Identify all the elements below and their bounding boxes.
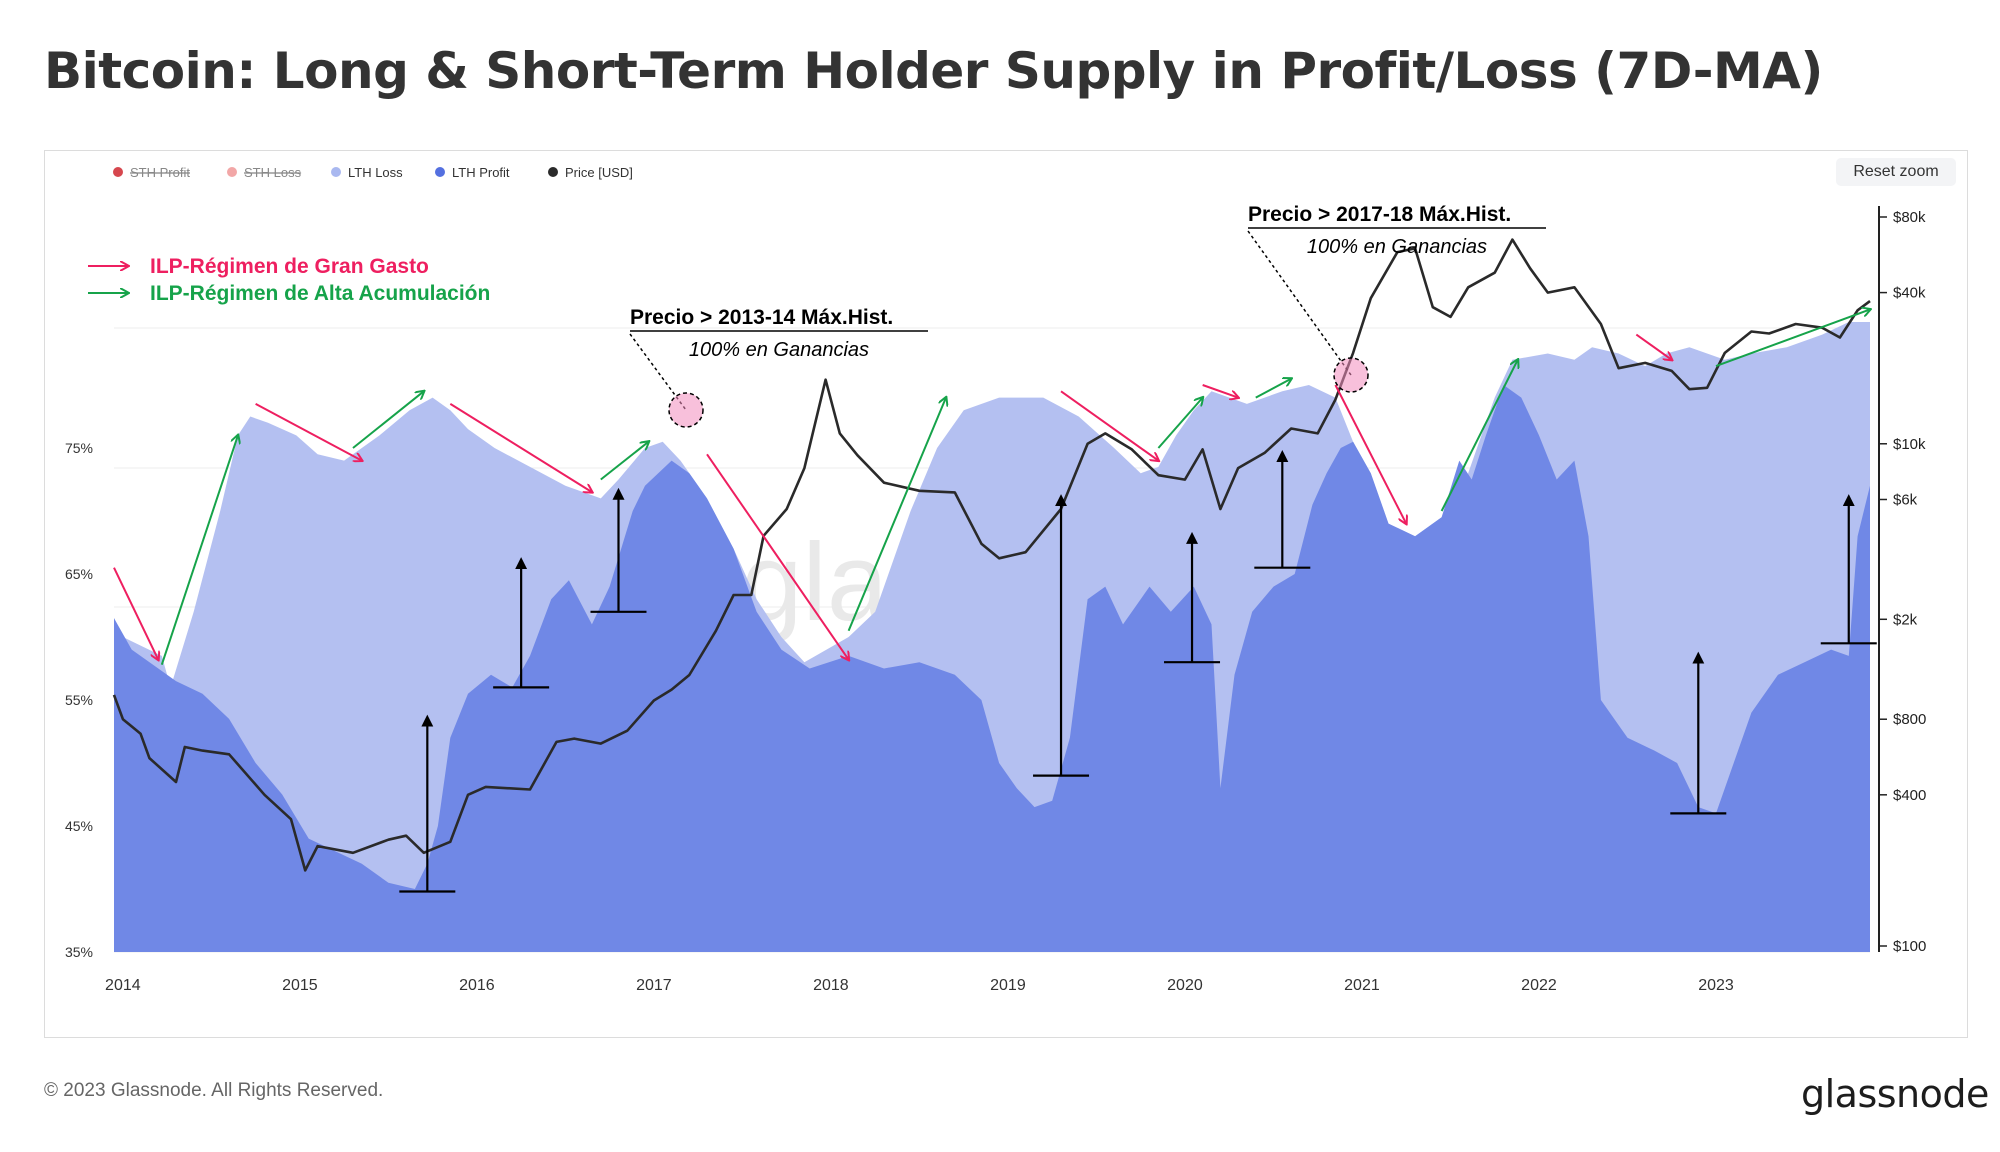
copyright-text: © 2023 Glassnode. All Rights Reserved. (44, 1080, 384, 1101)
reset-zoom-button[interactable]: Reset zoom (1836, 158, 1956, 186)
chart-frame (44, 150, 1968, 1038)
glassnode-logo: glassnode (1801, 1072, 1989, 1116)
page-title: Bitcoin: Long & Short-Term Holder Supply… (44, 42, 1823, 100)
